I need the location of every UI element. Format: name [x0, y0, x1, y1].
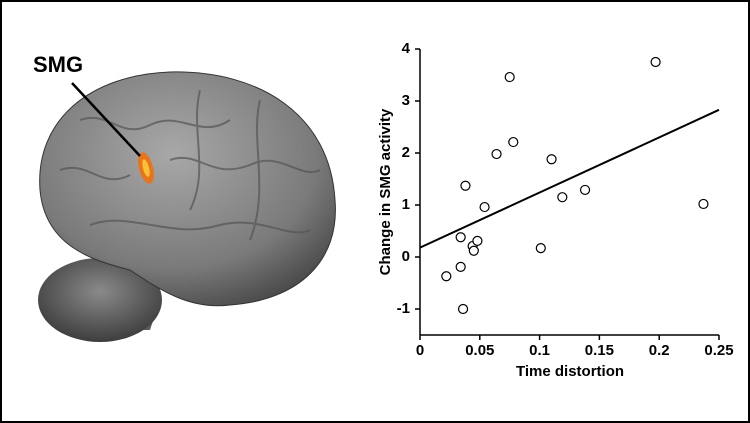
x-tick-label: 0.15 [585, 342, 614, 359]
data-point [441, 271, 452, 282]
x-tick-label: 0.25 [704, 342, 733, 359]
data-point [472, 235, 483, 246]
data-point [504, 71, 515, 83]
y-axis-label: Change in SMG activity [377, 108, 394, 275]
data-point [579, 184, 591, 196]
y-tick-label: 1 [402, 196, 410, 213]
data-point [546, 154, 557, 165]
gyri [59, 89, 321, 241]
data-point [535, 243, 546, 254]
data-point [508, 136, 519, 148]
y-tick-label: 4 [402, 40, 411, 57]
data-point [455, 261, 466, 272]
fit-line [419, 108, 720, 249]
cerebrum [39, 71, 336, 307]
y-tick-label: -1 [397, 300, 410, 317]
region-label: SMG [33, 52, 83, 77]
brain-image: SMG [33, 52, 336, 342]
data-point [455, 232, 466, 243]
data-point [698, 198, 709, 210]
data-point [479, 201, 490, 213]
y-tick-label: 2 [402, 144, 410, 161]
y-tick-label: 3 [402, 92, 410, 109]
data-point [491, 148, 502, 160]
cerebellum [38, 258, 162, 342]
x-tick-label: 0.05 [465, 342, 494, 359]
data-point [468, 245, 479, 256]
pointer-line [71, 82, 141, 157]
x-tick-label: 0.1 [529, 342, 550, 359]
data-point [460, 180, 471, 191]
data-point [650, 56, 661, 68]
x-axis-label: Time distortion [516, 363, 624, 380]
x-tick-label: 0 [416, 342, 424, 359]
data-point [557, 192, 568, 203]
x-tick-label: 0.2 [649, 342, 670, 359]
smg-activation-core [142, 159, 150, 177]
data-point [457, 303, 469, 315]
y-tick-label: 0 [402, 248, 410, 265]
